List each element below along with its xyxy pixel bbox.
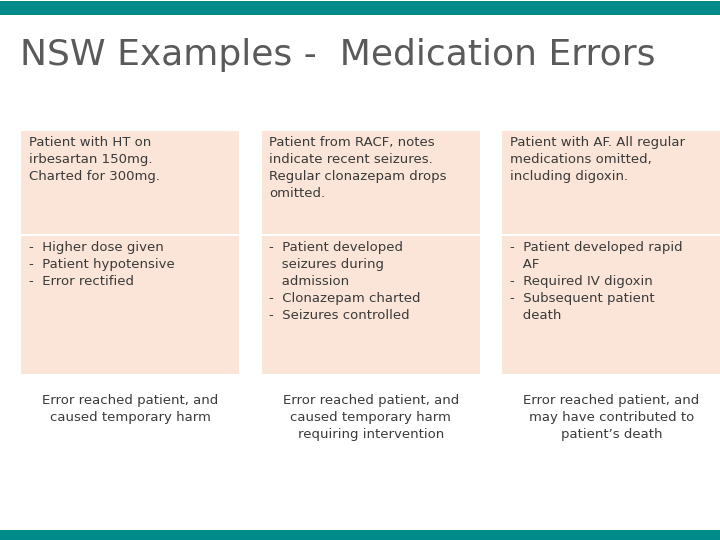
Bar	[501, 130, 720, 235]
Text: Error reached patient, and
may have contributed to
patient’s death: Error reached patient, and may have cont…	[523, 394, 699, 441]
Bar	[20, 235, 240, 375]
Text: NSW Examples -  Medication Errors: NSW Examples - Medication Errors	[20, 38, 656, 72]
Text: Error reached patient, and
caused temporary harm
requiring intervention: Error reached patient, and caused tempor…	[283, 394, 459, 441]
Bar	[261, 235, 481, 375]
Text: Patient with AF. All regular
medications omitted,
including digoxin.: Patient with AF. All regular medications…	[510, 136, 685, 183]
Text: Error reached patient, and
caused temporary harm: Error reached patient, and caused tempor…	[42, 394, 218, 424]
Text: Patient with HT on
irbesartan 150mg.
Charted for 300mg.: Patient with HT on irbesartan 150mg. Cha…	[29, 136, 160, 183]
Bar	[261, 130, 481, 235]
Bar	[0, 1, 720, 15]
Bar	[0, 530, 720, 540]
Text: -  Patient developed
   seizures during
   admission
-  Clonazepam charted
-  Se: - Patient developed seizures during admi…	[269, 241, 420, 322]
Text: Patient from RACF, notes
indicate recent seizures.
Regular clonazepam drops
omit: Patient from RACF, notes indicate recent…	[269, 136, 447, 200]
Bar	[20, 130, 240, 235]
Text: -  Higher dose given
-  Patient hypotensive
-  Error rectified: - Higher dose given - Patient hypotensiv…	[29, 241, 174, 288]
Text: -  Patient developed rapid
   AF
-  Required IV digoxin
-  Subsequent patient
  : - Patient developed rapid AF - Required …	[510, 241, 683, 322]
Bar	[501, 235, 720, 375]
